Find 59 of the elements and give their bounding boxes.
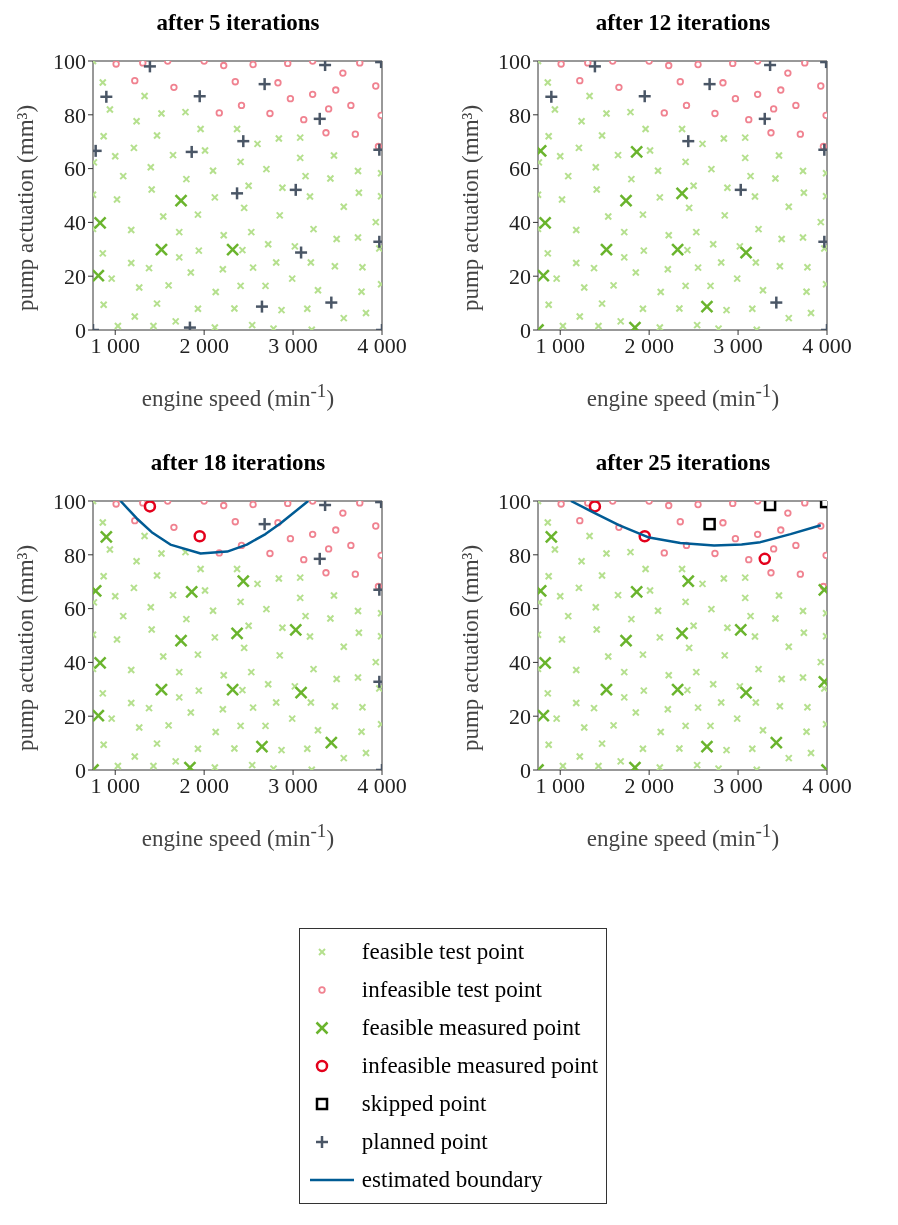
chart-title: after 18 iterations	[149, 450, 327, 476]
x-tick-label: 1 000	[90, 332, 140, 358]
y-tick-label: 40	[509, 650, 531, 676]
y-axis-title: pump actuation (mm³)	[13, 544, 39, 752]
x-tick-label: 4 000	[802, 332, 852, 358]
x-tick-label: 4 000	[357, 332, 407, 358]
y-tick-label: 0	[520, 757, 531, 783]
x-tick-label: 2 000	[624, 772, 674, 798]
x-tick-label: 2 000	[179, 332, 229, 358]
y-tick-label: 80	[509, 542, 531, 568]
legend-label: feasible measured point	[361, 1015, 581, 1041]
legend-label: estimated boundary	[361, 1167, 543, 1193]
chart-title: after 12 iterations	[594, 10, 772, 36]
y-tick-label: 100	[53, 48, 86, 74]
legend-label: skipped point	[361, 1091, 487, 1117]
y-axis-title: pump actuation (mm³)	[13, 104, 39, 312]
y-tick-label: 0	[75, 757, 86, 783]
y-tick-label: 0	[520, 317, 531, 343]
x-tick-label: 2 000	[624, 332, 674, 358]
y-tick-label: 40	[509, 210, 531, 236]
x-tick-label: 3 000	[713, 332, 763, 358]
y-tick-label: 100	[498, 488, 531, 514]
x-tick-label: 1 000	[90, 772, 140, 798]
y-tick-label: 40	[64, 650, 86, 676]
x-tick-label: 3 000	[268, 772, 318, 798]
x-axis-title: engine speed (min$^{-1}$)	[140, 820, 336, 852]
x-tick-label: 3 000	[713, 772, 763, 798]
y-tick-label: 40	[64, 210, 86, 236]
y-axis-title: pump actuation (mm³)	[458, 544, 484, 752]
y-tick-label: 80	[64, 542, 86, 568]
y-tick-label: 20	[509, 704, 531, 730]
legend-label: infeasible test point	[361, 977, 542, 1003]
y-tick-label: 80	[509, 102, 531, 128]
x-tick-label: 4 000	[357, 772, 407, 798]
y-axis-title: pump actuation (mm³)	[458, 104, 484, 312]
y-tick-label: 60	[509, 596, 531, 622]
y-tick-label: 20	[64, 704, 86, 730]
x-axis-title: engine speed (min$^{-1}$)	[585, 380, 781, 412]
x-tick-label: 4 000	[802, 772, 852, 798]
y-tick-label: 20	[509, 264, 531, 290]
x-tick-label: 1 000	[535, 332, 585, 358]
y-tick-label: 0	[75, 317, 86, 343]
y-tick-label: 60	[64, 156, 86, 182]
y-tick-label: 60	[64, 596, 86, 622]
y-tick-label: 100	[53, 488, 86, 514]
x-axis-title: engine speed (min$^{-1}$)	[585, 820, 781, 852]
y-tick-label: 100	[498, 48, 531, 74]
y-tick-label: 80	[64, 102, 86, 128]
x-axis-title: engine speed (min$^{-1}$)	[140, 380, 336, 412]
chart-title: after 5 iterations	[155, 10, 321, 36]
x-tick-label: 2 000	[179, 772, 229, 798]
chart-title: after 25 iterations	[594, 450, 772, 476]
x-tick-label: 3 000	[268, 332, 318, 358]
y-tick-label: 20	[64, 264, 86, 290]
legend-label: planned point	[361, 1129, 488, 1155]
x-tick-label: 1 000	[535, 772, 585, 798]
legend-label: feasible test point	[361, 939, 525, 965]
y-tick-label: 60	[509, 156, 531, 182]
legend-label: infeasible measured point	[361, 1053, 599, 1079]
